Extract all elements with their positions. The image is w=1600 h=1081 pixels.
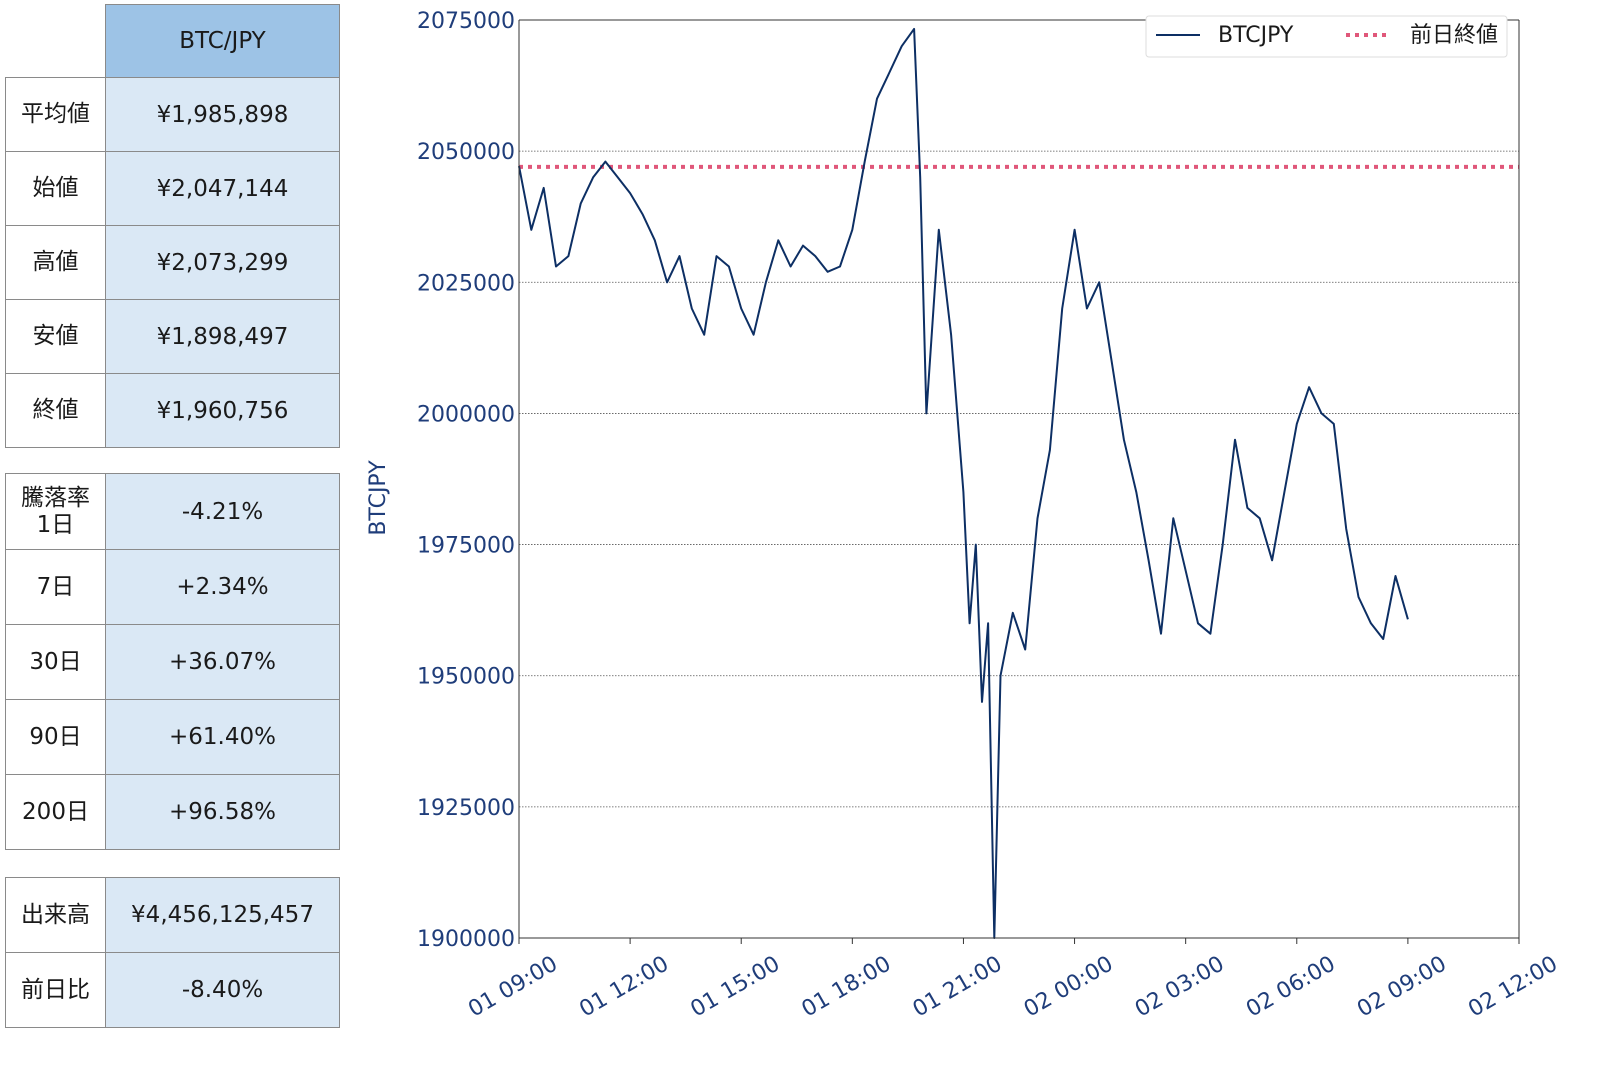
row-value-change-30d: +36.07% <box>105 624 340 700</box>
row-value-change-1d: -4.21% <box>105 473 340 550</box>
series-line-btcjpy <box>518 27 1409 939</box>
row-label-low: 安値 <box>5 299 106 374</box>
volume-table: 出来高 ¥4,456,125,457 前日比 -8.40% <box>5 877 340 1028</box>
x-tick-label: 02 03:00 <box>1131 952 1229 1023</box>
grid-lines <box>519 19 1519 939</box>
x-tick-label: 02 06:00 <box>1242 952 1340 1023</box>
price-summary-table: BTC/JPY 平均値 ¥1,985,898 始値 ¥2,047,144 高値 … <box>5 4 340 448</box>
row-label-change-90d: 90日 <box>5 699 106 775</box>
y-tick-label: 2000000 <box>417 402 515 427</box>
row-value-close: ¥1,960,756 <box>105 373 340 448</box>
y-tick-label: 2050000 <box>417 140 515 165</box>
row-value-change-200d: +96.58% <box>105 774 340 850</box>
y-tick-label: 2025000 <box>417 271 515 296</box>
x-tick-label: 02 09:00 <box>1353 952 1451 1023</box>
legend-box <box>1145 15 1508 58</box>
blank-cell <box>5 4 106 78</box>
row-value-change-7d: +2.34% <box>105 549 340 625</box>
row-value-average: ¥1,985,898 <box>105 77 340 152</box>
row-value-volume: ¥4,456,125,457 <box>105 877 340 953</box>
row-value-open: ¥2,047,144 <box>105 151 340 226</box>
x-tick-label: 01 15:00 <box>687 952 785 1023</box>
y-tick-label: 1900000 <box>417 927 515 952</box>
row-value-high: ¥2,073,299 <box>105 225 340 300</box>
row-label-close: 終値 <box>5 373 106 448</box>
row-label-change-200d: 200日 <box>5 774 106 850</box>
series-layer <box>518 27 1409 939</box>
row-label-prev-day: 前日比 <box>5 952 106 1028</box>
row-label-change-30d: 30日 <box>5 624 106 700</box>
change-rate-table: 騰落率 1日 -4.21% 7日 +2.34% 30日 +36.07% 90日 … <box>5 473 340 850</box>
x-tick-label: 01 12:00 <box>575 952 673 1023</box>
row-label-average: 平均値 <box>5 77 106 152</box>
legend: BTCJPY 前日終値 <box>1145 15 1508 58</box>
y-tick-label: 1975000 <box>417 534 515 559</box>
x-tick-labels: 01 09:00 01 12:00 01 15:00 01 18:00 01 21:00… <box>464 938 1562 1022</box>
x-tick-label: 02 12:00 <box>1464 952 1562 1023</box>
legend-label-btcjpy: BTCJPY <box>1218 23 1294 48</box>
y-tick-label: 1950000 <box>417 665 515 690</box>
y-tick-label: 2075000 <box>417 9 515 34</box>
row-label-change-7d: 7日 <box>5 549 106 625</box>
row-label-change-1d: 騰落率 1日 <box>5 473 106 550</box>
x-tick-label: 01 21:00 <box>909 952 1007 1023</box>
y-tick-labels: 1900000 1925000 1950000 1975000 2000000 20250… <box>417 9 515 952</box>
legend-label-reference: 前日終値 <box>1410 23 1498 48</box>
row-label-volume: 出来高 <box>5 877 106 953</box>
pair-header: BTC/JPY <box>105 4 340 78</box>
x-tick-label: 01 18:00 <box>798 952 896 1023</box>
row-value-low: ¥1,898,497 <box>105 299 340 374</box>
plot-frame <box>518 19 1520 939</box>
x-tick-label: 02 00:00 <box>1020 952 1118 1023</box>
y-tick-label: 1925000 <box>417 796 515 821</box>
row-label-high: 高値 <box>5 225 106 300</box>
row-value-prev-day: -8.40% <box>105 952 340 1028</box>
x-tick-label: 01 09:00 <box>464 952 562 1023</box>
y-axis-label: BTCJPY <box>366 460 391 536</box>
